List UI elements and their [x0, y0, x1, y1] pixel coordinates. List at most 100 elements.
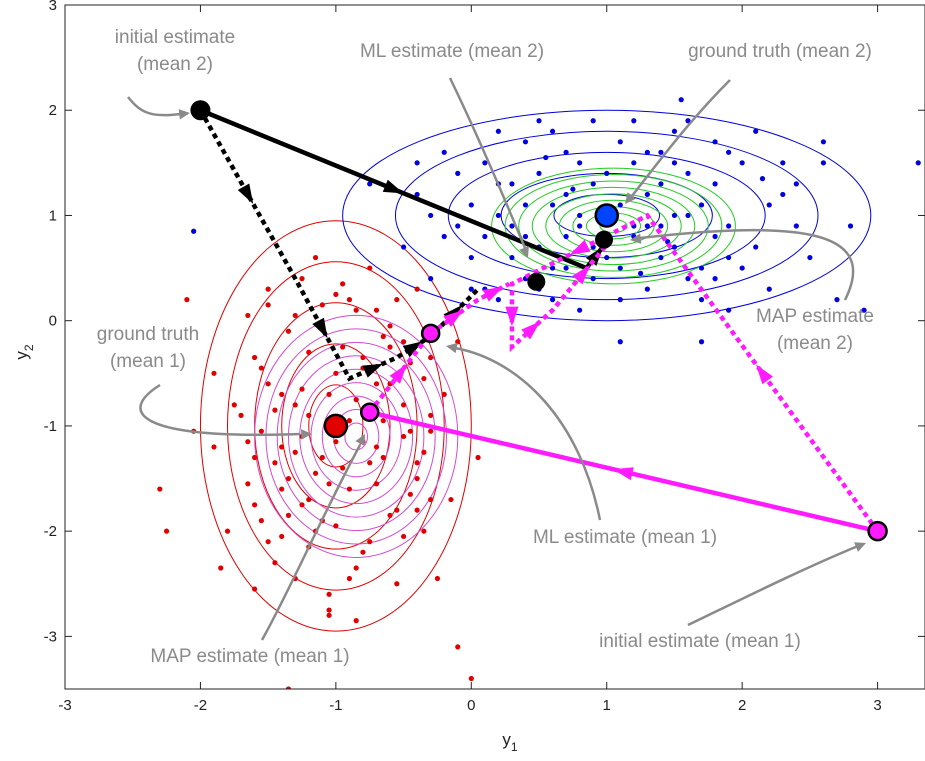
cluster1-point — [414, 286, 420, 292]
cluster2-point — [698, 339, 705, 345]
cluster2-point — [712, 139, 718, 145]
cluster1-point — [306, 496, 312, 503]
map-path-arrow — [569, 239, 591, 255]
cluster2-point — [495, 297, 501, 303]
cluster1-point — [353, 618, 359, 624]
cluster2-point — [658, 254, 664, 261]
cluster2-point — [637, 270, 644, 276]
cluster2-point — [644, 191, 650, 198]
annotation-5-line-2: (mean 2) — [777, 333, 853, 354]
cluster2-point — [509, 181, 515, 187]
map-path-arrow — [505, 306, 519, 327]
map-contour-1 — [254, 314, 459, 558]
cluster2-point — [522, 202, 529, 208]
y-tick-label: 1 — [49, 207, 57, 224]
x-axis-label: y1 — [502, 730, 518, 754]
map-path-arrow — [755, 364, 773, 385]
map-contour-1 — [299, 368, 414, 505]
map-path-arrow — [443, 310, 464, 327]
ground-truth-mean-1 — [323, 413, 349, 439]
cluster1-contour — [281, 343, 391, 509]
annotation-2-line-1: ML estimate (mean 2) — [360, 41, 544, 62]
cluster1-point — [333, 439, 339, 445]
cluster1-point — [292, 402, 298, 408]
cluster1-point — [299, 276, 305, 282]
annotation-7-line-1: initial estimate (mean 1) — [599, 631, 801, 652]
cluster1-point — [306, 349, 312, 355]
cluster2-point — [563, 265, 569, 271]
ml-path-arrow — [362, 363, 384, 378]
cluster2-point — [671, 212, 678, 219]
ml-estimate-marker — [527, 272, 546, 291]
cluster1-point — [211, 370, 217, 376]
cluster1-point — [448, 496, 454, 503]
cluster2-point — [604, 254, 610, 261]
annotation-6-arrowhead — [446, 342, 458, 354]
cluster1-point — [265, 381, 271, 387]
cluster2-point — [549, 128, 556, 134]
cluster2-point — [726, 254, 732, 261]
cluster1-point — [428, 354, 434, 361]
cluster2-point — [468, 202, 474, 208]
cluster2-point — [780, 160, 786, 166]
y-axis-label-subscript: 2 — [22, 344, 36, 351]
cluster1-point — [367, 539, 373, 545]
map-contour-1 — [287, 355, 425, 518]
annotation-3-line-1: ground truth (mean 2) — [688, 41, 872, 62]
cluster2-point — [617, 202, 623, 208]
cluster1-point — [326, 591, 332, 597]
cluster2-point — [482, 160, 488, 166]
cluster1-point — [455, 644, 461, 650]
cluster2-point — [522, 139, 529, 145]
y-tick-label: -2 — [44, 523, 57, 540]
cluster1-point — [414, 475, 420, 482]
cluster2-point — [549, 202, 556, 208]
cluster2-point — [590, 181, 596, 187]
cluster1-point — [434, 575, 441, 582]
initial-estimate-mean-2 — [190, 100, 211, 121]
ml-path-arrow — [382, 179, 404, 194]
cluster2-point — [753, 128, 759, 134]
x-tick-label: -1 — [329, 697, 342, 714]
cluster2-point — [678, 97, 684, 103]
cluster1-point — [326, 612, 332, 618]
annotation-5-arrowhead — [630, 233, 642, 244]
map-path-arrow — [521, 321, 541, 340]
annotation-6-arrow — [454, 346, 602, 521]
map-contour-2 — [545, 193, 682, 259]
cluster2-point — [658, 149, 664, 155]
map-estimate-marker — [420, 323, 441, 344]
annotation-2-arrowhead — [519, 246, 529, 258]
cluster2-point — [698, 202, 705, 208]
plot-frame — [64, 4, 925, 690]
cluster1-point — [380, 454, 386, 461]
cluster1-point — [441, 391, 447, 397]
cluster2-point — [522, 233, 529, 240]
annotation-1-line-1: initial estimate — [115, 27, 235, 48]
cluster1-point — [299, 386, 305, 392]
cluster2-point — [441, 233, 447, 240]
map-path-mean-2 — [509, 212, 880, 533]
cluster2-point — [671, 244, 678, 250]
cluster1-point — [285, 475, 292, 482]
cluster2-point — [577, 160, 583, 166]
cluster2-point — [834, 297, 840, 303]
cluster2-point — [780, 191, 786, 198]
cluster2-point — [726, 149, 732, 155]
cluster1-point — [353, 565, 359, 571]
cluster1-point — [353, 397, 359, 403]
annotation-2-arrow — [448, 77, 527, 249]
cluster1-point — [346, 418, 353, 424]
cluster2-point — [414, 160, 420, 166]
cluster2-point — [644, 149, 650, 155]
cluster1-point — [360, 549, 366, 555]
x-axis-label-subscript: 1 — [511, 740, 518, 754]
cluster1-point — [319, 454, 325, 461]
cluster1-point — [285, 512, 292, 518]
map-contour-2 — [518, 180, 709, 272]
cluster2-point — [915, 160, 921, 166]
cluster2-point — [577, 307, 583, 313]
cluster1-point — [333, 370, 339, 376]
ground-truth-mean-2 — [594, 203, 619, 228]
cluster1-point — [367, 460, 373, 466]
